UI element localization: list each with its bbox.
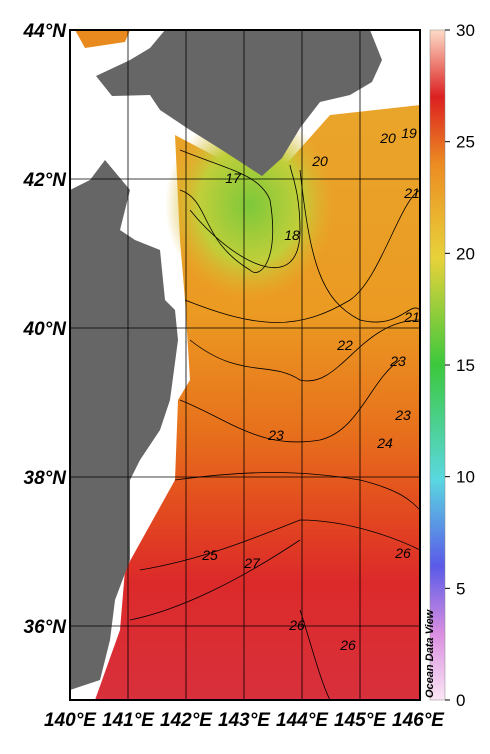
colorbar	[429, 29, 446, 701]
lon-label: 145°E	[334, 710, 387, 731]
contour-label: 21	[403, 309, 420, 325]
lat-label: 38°N	[24, 468, 68, 489]
colorbar-tick-label: 20	[456, 244, 475, 263]
lon-label: 141°E	[102, 710, 155, 731]
colorbar-tick-label: 30	[456, 21, 475, 40]
contour-label: 20	[311, 153, 328, 169]
contour-label: 19	[401, 125, 417, 141]
contour-label: 27	[243, 555, 261, 571]
lon-label: 146°E	[392, 710, 445, 731]
cold-core	[165, 110, 335, 300]
lon-label: 143°E	[218, 710, 271, 731]
contour-label: 26	[288, 617, 305, 633]
colorbar-tick-label: 5	[456, 579, 465, 598]
contour-label: 26	[394, 545, 411, 561]
contour-label: 22	[336, 337, 353, 353]
lon-label: 142°E	[160, 710, 213, 731]
graticule	[70, 30, 420, 700]
contour-label: 26	[339, 637, 356, 653]
contour-label: 20	[379, 130, 396, 146]
labels: 44°N 42°N 40°N 38°N 36°N 140°E 141°E 142°E 143°E…	[23, 21, 475, 731]
contour-label: 23	[267, 427, 284, 443]
contour-label: 24	[376, 435, 393, 451]
lat-label: 36°N	[24, 617, 68, 638]
colorbar-tick-label: 25	[456, 133, 475, 152]
contour-label: 25	[201, 547, 218, 563]
lat-label: 42°N	[23, 170, 68, 191]
lat-label: 44°N	[23, 21, 68, 42]
lon-label: 140°E	[44, 710, 97, 731]
credit: Ocean Data View	[424, 608, 436, 698]
sea-field	[95, 105, 420, 700]
contour-label: 23	[394, 407, 411, 423]
lat-label: 40°N	[23, 319, 68, 340]
land-hokkaido	[96, 30, 382, 176]
sst-patch	[75, 30, 130, 48]
lon-label: 144°E	[276, 710, 329, 731]
contour-label: 23	[389, 353, 406, 369]
colorbar-tick-label: 0	[456, 691, 465, 710]
contour-label: 18	[284, 227, 300, 243]
contour-label: 21	[403, 185, 420, 201]
contours	[129, 149, 420, 700]
colorbar-tick-label: 10	[456, 468, 475, 487]
map-frame	[69, 29, 421, 701]
colorbar-tick-label: 15	[456, 356, 475, 375]
contour-label: 17	[225, 170, 242, 186]
land-honshu	[70, 160, 178, 690]
